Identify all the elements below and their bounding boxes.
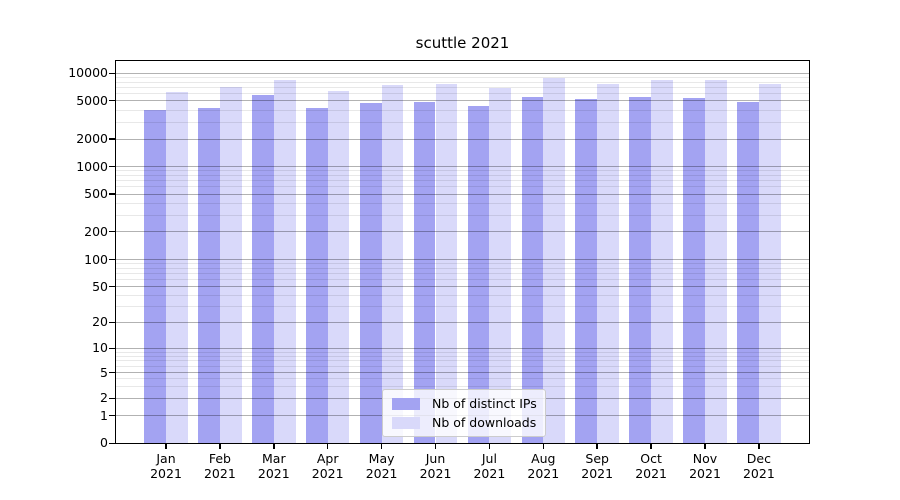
bar-nb-of-distinct-ips-apr-2021 <box>305 107 328 443</box>
bar-nb-of-distinct-ips-aug-2021 <box>521 96 544 443</box>
legend-label-distinct-ips: Nb of distinct IPs <box>432 396 537 411</box>
bar-nb-of-distinct-ips-feb-2021 <box>198 108 220 443</box>
xtick-label-mar-2021: Mar 2021 <box>257 451 290 481</box>
ytick-mark-2000 <box>109 138 115 140</box>
bar-nb-of-distinct-ips-sep-2021 <box>575 99 598 443</box>
xtick-label-jul-2021: Jul 2021 <box>473 451 506 481</box>
ytick-label-10000: 10000 <box>68 65 108 81</box>
ytick-mark-0 <box>109 442 115 445</box>
ytick-label-500: 500 <box>84 186 108 201</box>
ytick-mark-1000 <box>109 165 115 168</box>
bar-nb-of-distinct-ips-nov-2021 <box>683 98 705 443</box>
ytick-mark-500 <box>109 193 115 195</box>
ytick-mark-10000 <box>109 72 115 75</box>
xtick-label-apr-2021: Apr 2021 <box>311 451 344 481</box>
ytick-mark-5000 <box>109 99 115 102</box>
xtick-mark-apr-2021 <box>326 444 329 449</box>
ytick-label-5: 5 <box>100 364 108 380</box>
legend-swatch-downloads-icon <box>392 416 420 429</box>
bar-nb-of-downloads-mar-2021 <box>273 79 296 443</box>
ytick-mark-2 <box>109 397 115 400</box>
xtick-label-nov-2021: Nov 2021 <box>689 451 721 481</box>
bar-nb-of-downloads-jul-2021 <box>489 87 512 443</box>
ytick-mark-1 <box>109 414 115 417</box>
bar-nb-of-downloads-oct-2021 <box>651 80 673 443</box>
xtick-mark-nov-2021 <box>704 444 706 449</box>
xtick-label-aug-2021: Aug 2021 <box>527 451 560 481</box>
ytick-label-200: 200 <box>84 223 108 239</box>
legend-swatch-distinct-ips-icon <box>392 397 420 410</box>
ytick-mark-5 <box>109 371 115 374</box>
ytick-label-5000: 5000 <box>76 92 108 108</box>
bars-layer <box>116 61 809 443</box>
legend: Nb of distinct IPs Nb of downloads <box>382 389 546 437</box>
ytick-label-2: 2 <box>100 390 108 406</box>
xtick-mark-sep-2021 <box>596 444 598 449</box>
bar-nb-of-distinct-ips-dec-2021 <box>737 101 759 443</box>
xtick-mark-feb-2021 <box>219 444 221 449</box>
bar-nb-of-downloads-apr-2021 <box>327 91 350 443</box>
xtick-mark-mar-2021 <box>273 444 275 449</box>
xtick-label-feb-2021: Feb 2021 <box>203 451 236 481</box>
ytick-mark-100 <box>109 258 115 261</box>
bar-nb-of-distinct-ips-may-2021 <box>359 103 382 443</box>
xtick-mark-aug-2021 <box>542 444 545 449</box>
bar-nb-of-downloads-may-2021 <box>381 85 404 443</box>
xtick-label-jun-2021: Jun 2021 <box>419 451 452 481</box>
xtick-mark-oct-2021 <box>650 444 652 449</box>
ytick-mark-200 <box>109 230 115 233</box>
xtick-label-dec-2021: Dec 2021 <box>742 451 775 481</box>
ytick-label-0: 0 <box>100 435 108 451</box>
xtick-mark-jul-2021 <box>488 444 491 449</box>
xtick-label-oct-2021: Oct 2021 <box>635 451 667 481</box>
legend-item-distinct-ips: Nb of distinct IPs <box>392 396 537 411</box>
ytick-label-1: 1 <box>100 407 108 423</box>
ytick-label-50: 50 <box>92 278 108 294</box>
bar-nb-of-downloads-dec-2021 <box>758 84 781 443</box>
bar-nb-of-distinct-ips-oct-2021 <box>629 96 652 443</box>
legend-label-downloads: Nb of downloads <box>432 415 537 430</box>
ytick-label-2000: 2000 <box>76 131 108 146</box>
xtick-mark-may-2021 <box>380 444 383 449</box>
bar-nb-of-downloads-feb-2021 <box>219 87 242 443</box>
chart-title: scuttle 2021 <box>415 34 510 52</box>
ytick-mark-10 <box>109 347 115 350</box>
xtick-mark-jun-2021 <box>434 444 437 449</box>
xtick-mark-jan-2021 <box>165 444 167 449</box>
ytick-label-20: 20 <box>92 314 108 330</box>
xtick-label-jan-2021: Jan 2021 <box>150 451 182 481</box>
bar-nb-of-distinct-ips-jun-2021 <box>413 101 436 443</box>
ytick-mark-20 <box>109 321 115 324</box>
bar-nb-of-downloads-jun-2021 <box>435 84 458 443</box>
xtick-label-may-2021: May 2021 <box>365 451 398 481</box>
bar-nb-of-downloads-nov-2021 <box>705 80 727 443</box>
bar-nb-of-distinct-ips-jul-2021 <box>467 105 490 443</box>
bar-nb-of-downloads-sep-2021 <box>597 83 619 443</box>
plot-area: Nb of distinct IPs Nb of downloads <box>115 60 810 444</box>
ytick-label-10: 10 <box>92 340 108 356</box>
xtick-mark-dec-2021 <box>758 444 760 449</box>
bar-nb-of-downloads-aug-2021 <box>543 77 566 443</box>
bar-nb-of-distinct-ips-mar-2021 <box>252 94 274 443</box>
ytick-label-100: 100 <box>84 251 108 267</box>
legend-item-downloads: Nb of downloads <box>392 415 537 430</box>
ytick-label-1000: 1000 <box>76 158 108 174</box>
xtick-label-sep-2021: Sep 2021 <box>581 451 614 481</box>
bar-nb-of-distinct-ips-jan-2021 <box>144 110 166 443</box>
ytick-mark-50 <box>109 285 115 288</box>
bar-nb-of-downloads-jan-2021 <box>166 92 188 443</box>
